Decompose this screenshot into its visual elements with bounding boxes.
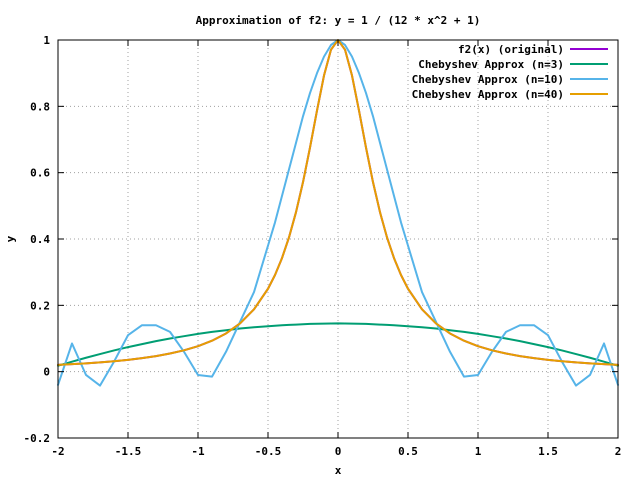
chart-title: Approximation of f2: y = 1 / (12 * x^2 +…	[196, 14, 481, 27]
x-tick-label: -0.5	[255, 445, 282, 458]
x-tick-label: -1	[191, 445, 205, 458]
y-tick-label: 1	[43, 34, 50, 47]
y-tick-label: 0	[43, 366, 50, 379]
x-tick-label: -2	[51, 445, 64, 458]
legend-label-chebyshev-approx-n-40: Chebyshev Approx (n=40)	[412, 88, 564, 101]
x-tick-label: -1.5	[115, 445, 142, 458]
y-tick-label: 0.8	[30, 100, 50, 113]
x-tick-label: 1.5	[538, 445, 558, 458]
tick-labels: -2 -1.5 -1 -0.5 0 0.5 1 1.5 2 -0.2 0 0.2 0.4 0.6 0.8 1	[24, 34, 622, 458]
x-tick-label: 2	[615, 445, 622, 458]
y-axis-label: y	[4, 235, 17, 242]
grid	[58, 40, 618, 438]
x-axis-label: x	[335, 464, 342, 477]
x-tick-label: 0.5	[398, 445, 418, 458]
legend-label-f2-x-original: f2(x) (original)	[458, 43, 564, 56]
legend-label-chebyshev-approx-n-3: Chebyshev Approx (n=3)	[418, 58, 564, 71]
x-tick-label: 0	[335, 445, 342, 458]
y-tick-label: 0.2	[30, 299, 50, 312]
legend-label-chebyshev-approx-n-10: Chebyshev Approx (n=10)	[412, 73, 564, 86]
y-tick-label: -0.2	[24, 432, 51, 445]
ticks	[57, 39, 619, 439]
x-tick-label: 1	[475, 445, 482, 458]
legend: f2(x) (original) Chebyshev Approx (n=3) Ch…	[412, 43, 608, 101]
y-tick-label: 0.6	[30, 167, 50, 180]
y-tick-label: 0.4	[30, 233, 50, 246]
